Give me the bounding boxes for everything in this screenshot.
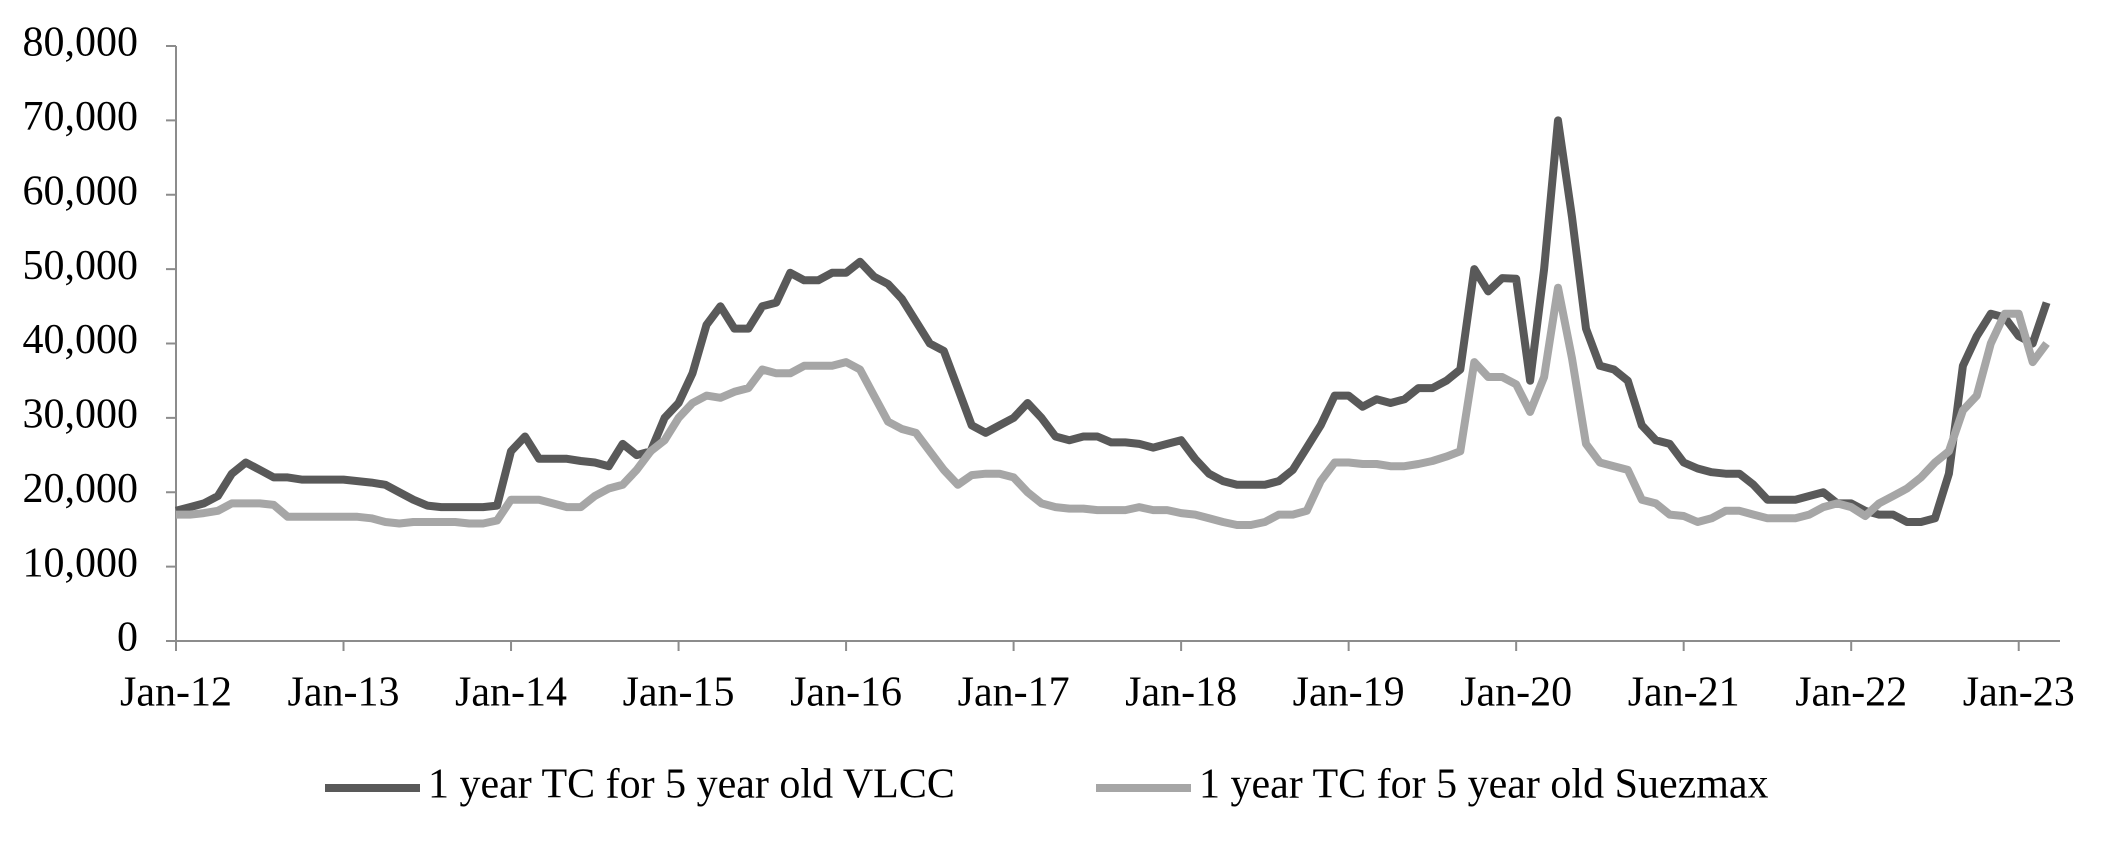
y-tick-label: 70,000 [23,94,139,140]
x-tick-label: Jan-22 [1795,670,1907,716]
legend-label: 1 year TC for 5 year old Suezmax [1199,762,1769,808]
series-line [176,283,2050,529]
y-tick-label: 50,000 [23,243,139,289]
x-tick-label: Jan-13 [288,670,400,716]
y-tick-label: 20,000 [23,466,139,512]
x-tick-label: Jan-16 [790,670,902,716]
x-tick-label: Jan-19 [1293,670,1405,716]
x-tick-label: Jan-12 [120,670,232,716]
x-tick-label: Jan-21 [1628,670,1740,716]
x-tick-label: Jan-20 [1460,670,1572,716]
y-tick-label: 60,000 [23,168,139,214]
x-tick-label: Jan-14 [455,670,567,716]
series-line [174,116,2051,526]
y-tick-label: 40,000 [23,317,139,363]
x-tick-label: Jan-17 [958,670,1070,716]
x-tick-label: Jan-18 [1125,670,1237,716]
x-tick-label: Jan-15 [623,670,735,716]
x-tick-label: Jan-23 [1963,670,2075,716]
y-tick-label: 80,000 [23,20,139,66]
y-tick-label: 0 [117,615,138,661]
y-tick-label: 10,000 [23,540,139,586]
legend-label: 1 year TC for 5 year old VLCC [428,762,955,808]
y-tick-label: 30,000 [23,392,139,438]
